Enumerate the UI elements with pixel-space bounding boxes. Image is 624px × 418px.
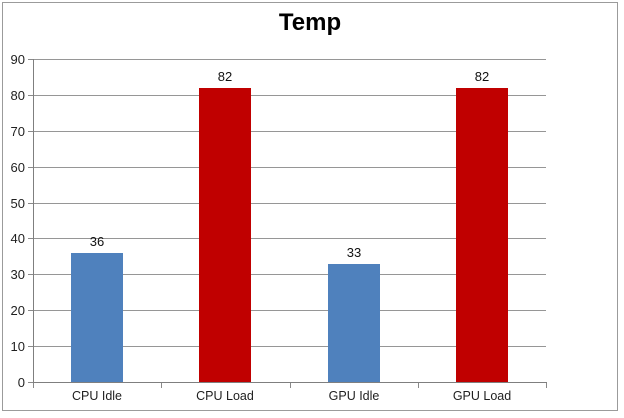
gridline	[33, 95, 546, 96]
bar-value-label: 36	[89, 234, 105, 249]
bar-value-label: 82	[217, 69, 233, 84]
gridline	[33, 238, 546, 239]
y-axis-tick-label: 0	[17, 375, 25, 390]
y-axis-tick	[28, 203, 33, 204]
chart-title: Temp	[278, 9, 342, 36]
gridline	[33, 59, 546, 60]
bar-gpu-idle[interactable]	[328, 264, 380, 382]
category-label-gpu-load: GPU Load	[452, 389, 512, 403]
y-axis-tick-label: 10	[10, 339, 25, 354]
category-label-gpu-idle: GPU Idle	[328, 389, 380, 403]
y-axis-tick-label: 30	[10, 267, 25, 282]
y-axis-tick	[28, 274, 33, 275]
y-axis-tick	[28, 95, 33, 96]
x-axis-tick	[418, 383, 419, 388]
x-axis-tick	[546, 383, 547, 388]
y-axis-tick-label: 80	[10, 88, 25, 103]
y-axis-tick	[28, 167, 33, 168]
y-axis-tick-label: 90	[10, 52, 25, 67]
x-axis-line	[33, 382, 547, 383]
y-axis-tick-label: 70	[10, 124, 25, 139]
bar-gpu-load[interactable]	[456, 88, 508, 382]
gridline	[33, 167, 546, 168]
category-label-cpu-load: CPU Load	[196, 389, 254, 403]
y-axis-tick-label: 40	[10, 231, 25, 246]
y-axis-tick	[28, 238, 33, 239]
y-axis-tick	[28, 131, 33, 132]
bar-cpu-load[interactable]	[199, 88, 251, 382]
gridline	[33, 274, 546, 275]
gridline	[33, 346, 546, 347]
bar-value-label: 82	[474, 69, 490, 84]
bar-value-label: 33	[346, 245, 362, 260]
x-axis-tick	[33, 383, 34, 388]
y-axis-tick	[28, 310, 33, 311]
y-axis-tick	[28, 346, 33, 347]
x-axis-tick	[290, 383, 291, 388]
bar-cpu-idle[interactable]	[71, 253, 123, 382]
y-axis-line	[33, 59, 34, 383]
category-label-cpu-idle: CPU Idle	[71, 389, 123, 403]
gridline	[33, 203, 546, 204]
gridline	[33, 310, 546, 311]
gridline	[33, 131, 546, 132]
y-axis-tick-label: 60	[10, 160, 25, 175]
x-axis-tick	[161, 383, 162, 388]
y-axis-tick	[28, 382, 33, 383]
y-axis-tick-label: 50	[10, 196, 25, 211]
y-axis-tick-label: 20	[10, 303, 25, 318]
y-axis-tick	[28, 59, 33, 60]
